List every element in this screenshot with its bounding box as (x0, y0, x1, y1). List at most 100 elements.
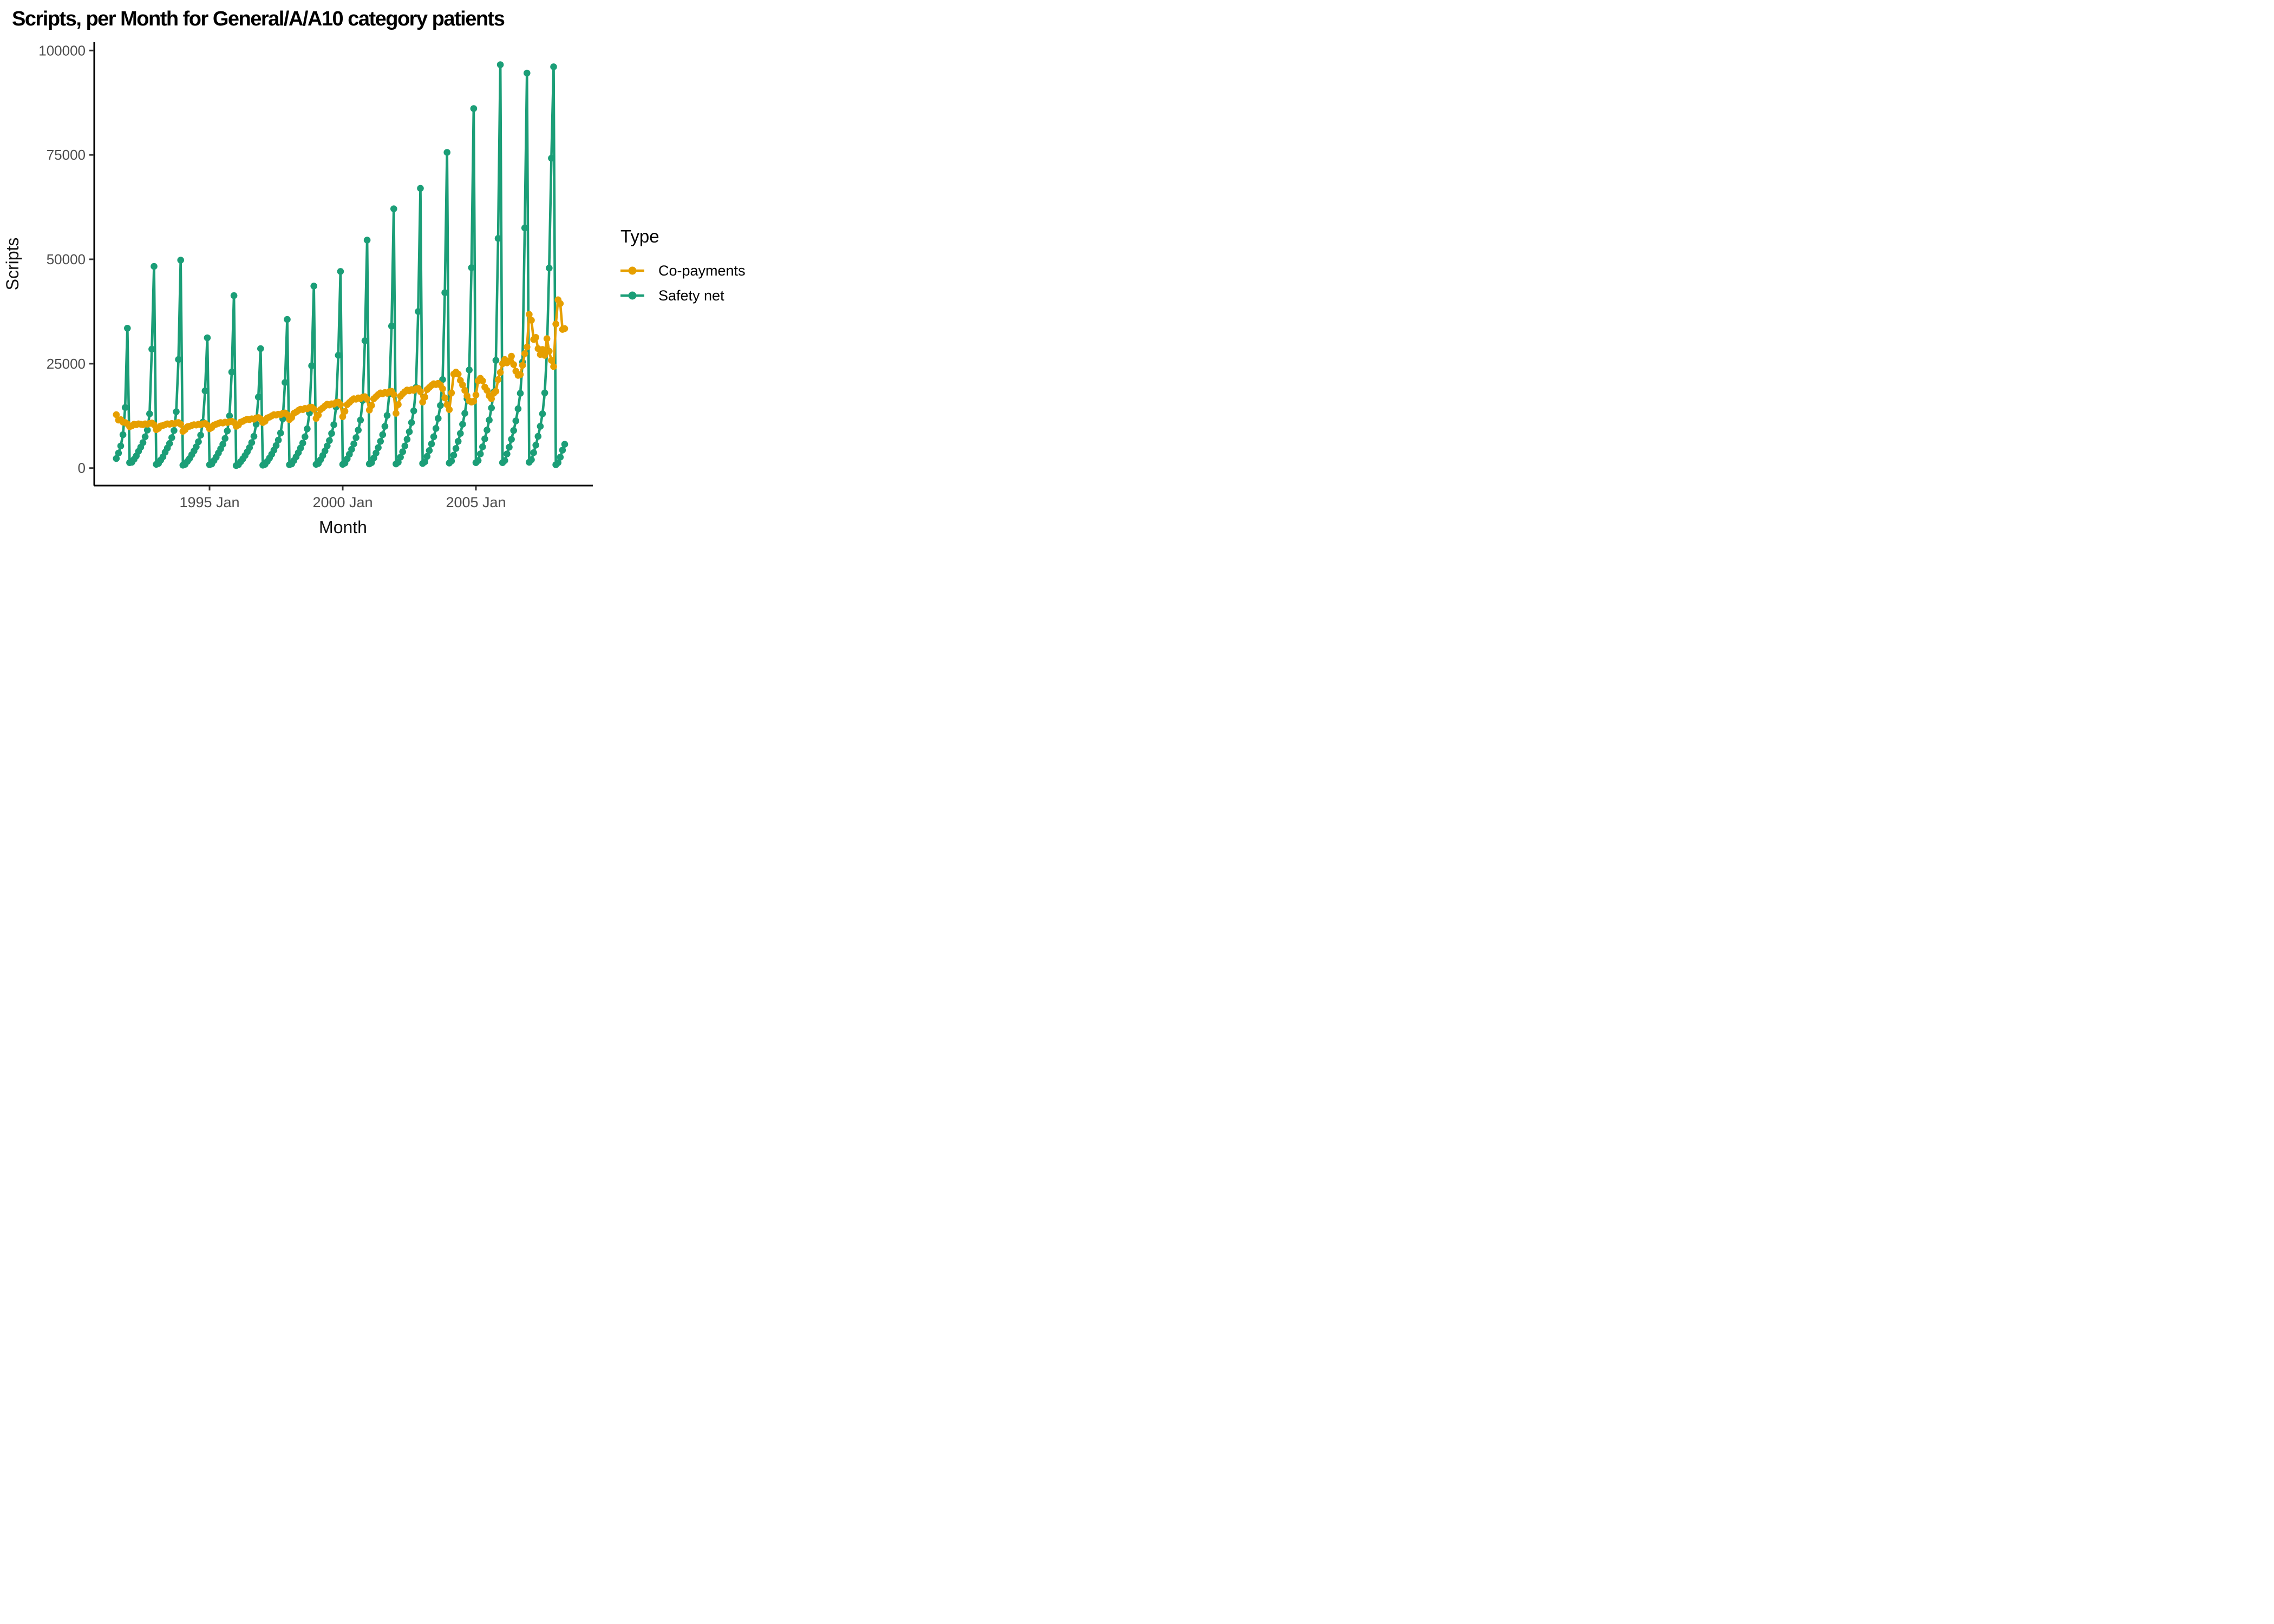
data-point (415, 308, 422, 315)
data-point (221, 435, 229, 442)
data-point (373, 449, 380, 457)
data-point (395, 401, 402, 408)
data-point (408, 419, 415, 426)
y-tick-label: 0 (78, 460, 86, 476)
data-point (517, 390, 524, 397)
data-point (528, 456, 535, 463)
data-point (450, 451, 458, 459)
data-point (488, 404, 495, 411)
data-point (248, 439, 256, 446)
data-point (488, 395, 495, 402)
data-point (470, 398, 478, 405)
data-point (117, 442, 125, 450)
data-point (275, 436, 282, 444)
data-point (379, 431, 387, 438)
legend-item-label: Safety net (658, 287, 724, 304)
data-point (397, 454, 404, 461)
data-point (224, 427, 231, 435)
data-point (541, 389, 548, 397)
data-point (326, 437, 333, 444)
data-point (543, 335, 551, 342)
data-point (548, 155, 555, 162)
data-point (257, 345, 264, 352)
data-point (439, 385, 446, 392)
data-point (492, 357, 500, 364)
data-point (521, 224, 528, 232)
data-point (557, 454, 564, 461)
data-point (219, 441, 226, 448)
safety-net-legend-key-icon (628, 291, 637, 300)
data-point (388, 323, 395, 330)
data-point (355, 427, 362, 434)
legend-title: Type (620, 226, 659, 246)
y-tick-label: 50000 (47, 251, 86, 267)
data-point (337, 268, 344, 275)
data-point (113, 455, 120, 462)
data-point (151, 263, 158, 270)
data-point (441, 289, 448, 296)
data-point (441, 394, 448, 402)
data-point (534, 433, 542, 440)
data-point (226, 412, 233, 420)
chart-title: Scripts, per Month for General/A/A10 cat… (12, 8, 505, 30)
data-point (510, 361, 517, 368)
data-point (461, 410, 468, 417)
x-tick-label: 2005 Jan (446, 494, 506, 510)
data-point (512, 417, 520, 424)
safety-net-series (113, 61, 568, 469)
data-point (554, 459, 561, 466)
data-point (375, 444, 382, 451)
data-point (524, 343, 531, 351)
data-point (437, 402, 444, 409)
data-point (146, 410, 153, 417)
data-point (357, 416, 364, 424)
data-point (421, 394, 428, 401)
data-point (124, 325, 131, 332)
data-point (403, 436, 411, 443)
data-point (468, 264, 475, 271)
data-point (539, 410, 546, 417)
data-point (526, 311, 533, 318)
data-point (496, 61, 504, 68)
data-point (430, 433, 437, 441)
data-point (377, 438, 384, 445)
data-point (537, 423, 544, 430)
data-point (446, 406, 453, 413)
data-point (421, 458, 428, 466)
y-axis-title: Scripts (3, 238, 22, 291)
data-point (510, 427, 517, 434)
data-point (483, 427, 491, 434)
data-point (557, 300, 564, 307)
data-point (443, 149, 450, 156)
data-point (530, 449, 537, 456)
data-point (381, 423, 389, 430)
legend-item-label: Co-payments (658, 263, 746, 279)
data-point (204, 334, 211, 342)
data-point (350, 440, 357, 448)
data-point (519, 362, 526, 369)
data-point (121, 404, 129, 411)
data-point (448, 389, 455, 397)
data-point (417, 185, 424, 192)
data-point (399, 448, 406, 455)
data-point (368, 402, 375, 409)
data-point (550, 363, 557, 370)
data-point (177, 257, 185, 264)
data-point (435, 415, 442, 422)
data-point (175, 356, 182, 363)
data-point (310, 405, 317, 413)
data-point (494, 235, 502, 242)
y-tick-label: 75000 (47, 147, 86, 163)
data-point (361, 337, 369, 344)
data-point (166, 440, 173, 447)
data-point (383, 412, 391, 419)
data-point (139, 439, 147, 446)
chart: Scripts, per Month for General/A/A10 cat… (0, 0, 758, 541)
data-point (472, 391, 480, 398)
data-point (457, 430, 464, 437)
co-payments-series (113, 296, 568, 435)
data-point (341, 408, 349, 415)
data-point (506, 443, 513, 451)
data-point (337, 401, 344, 408)
data-point (230, 292, 238, 299)
